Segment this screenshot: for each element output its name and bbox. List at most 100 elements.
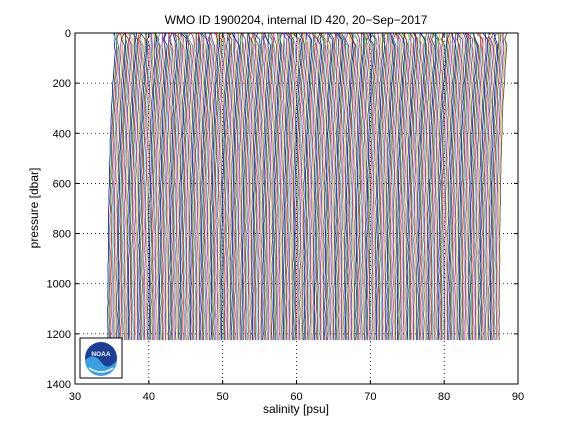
profile-line bbox=[300, 33, 310, 341]
profile-line bbox=[309, 33, 318, 341]
profile-line bbox=[489, 33, 499, 341]
y-tick-label: 0 bbox=[65, 28, 71, 40]
profile-line bbox=[371, 33, 381, 341]
profile-line bbox=[176, 33, 185, 341]
y-tick-label: 400 bbox=[53, 128, 71, 140]
profile-line bbox=[263, 33, 273, 341]
profile-line bbox=[446, 33, 457, 341]
profile-line bbox=[318, 33, 327, 341]
profile-line bbox=[372, 33, 383, 341]
profile-line bbox=[257, 33, 267, 341]
profile-line bbox=[384, 33, 395, 341]
profile-line bbox=[195, 33, 205, 341]
profile-line bbox=[336, 33, 345, 341]
profile-line bbox=[393, 33, 403, 341]
profile-line bbox=[108, 33, 118, 341]
profile-line bbox=[355, 33, 365, 341]
profile-line bbox=[470, 33, 480, 341]
profile-line bbox=[145, 33, 155, 341]
profile-line bbox=[346, 33, 356, 341]
profile-line bbox=[161, 33, 171, 341]
y-tick-label: 600 bbox=[53, 178, 71, 190]
profile-line bbox=[460, 33, 469, 341]
profile-line bbox=[266, 33, 276, 341]
profile-line bbox=[402, 33, 412, 341]
profile-line bbox=[182, 33, 192, 341]
profile-line bbox=[198, 33, 208, 341]
profile-line bbox=[433, 33, 443, 341]
profile-line bbox=[349, 33, 358, 341]
profile-line bbox=[352, 33, 362, 341]
profile-line bbox=[163, 33, 173, 341]
profile-line bbox=[343, 33, 353, 341]
profile-line bbox=[197, 33, 206, 341]
profile-line bbox=[158, 33, 168, 341]
profile-line bbox=[482, 33, 492, 341]
profile-line bbox=[437, 33, 448, 341]
profile-line bbox=[192, 33, 202, 341]
profile-line bbox=[308, 33, 317, 341]
profile-line bbox=[147, 33, 156, 341]
profile-line bbox=[386, 33, 395, 341]
profile-line bbox=[191, 33, 201, 341]
profile-line bbox=[414, 33, 424, 341]
profile-line bbox=[246, 33, 255, 341]
profile-line bbox=[160, 33, 170, 341]
profile-line bbox=[250, 33, 260, 341]
profile-line bbox=[216, 33, 226, 341]
profile-line bbox=[223, 33, 233, 341]
profile-line bbox=[316, 33, 326, 341]
profile-line bbox=[234, 33, 243, 341]
profile-line bbox=[483, 33, 493, 341]
profile-line bbox=[330, 33, 339, 341]
profile-line bbox=[148, 33, 158, 341]
profile-line bbox=[203, 33, 212, 341]
profile-line bbox=[167, 33, 177, 341]
profile-line bbox=[297, 33, 307, 341]
profile-line bbox=[262, 33, 272, 341]
profile-line bbox=[322, 33, 332, 341]
profile-line bbox=[287, 33, 297, 341]
y-axis: 0 200 400 600 800 1000 1200 1400 bbox=[47, 28, 518, 391]
profile-line bbox=[350, 33, 361, 341]
profile-line bbox=[370, 33, 379, 341]
profile-line bbox=[135, 33, 145, 341]
profile-lines bbox=[107, 33, 508, 341]
profile-line bbox=[281, 33, 292, 341]
profile-line bbox=[144, 33, 153, 341]
y-tick-label: 1000 bbox=[47, 279, 71, 291]
profile-line bbox=[157, 33, 166, 341]
profile-line bbox=[353, 33, 363, 341]
noaa-logo: NOAA bbox=[79, 337, 123, 379]
profile-line bbox=[463, 33, 472, 341]
y-axis-label: pressure [dbar] bbox=[27, 168, 41, 249]
profile-line bbox=[368, 33, 377, 341]
profile-line bbox=[152, 33, 162, 341]
profile-line bbox=[339, 33, 348, 341]
profile-line bbox=[347, 33, 357, 341]
profile-line bbox=[344, 33, 354, 341]
profile-line bbox=[259, 33, 269, 341]
profile-line bbox=[401, 33, 410, 341]
profile-line bbox=[271, 33, 280, 341]
profile-line bbox=[403, 33, 413, 341]
profile-line bbox=[421, 33, 431, 341]
profile-line bbox=[117, 33, 127, 341]
profile-line bbox=[209, 33, 219, 341]
profile-line bbox=[415, 33, 425, 341]
profile-line bbox=[240, 33, 249, 341]
profile-line bbox=[331, 33, 341, 341]
profile-line bbox=[254, 33, 264, 341]
profile-line bbox=[124, 33, 134, 341]
profile-line bbox=[493, 33, 504, 341]
profile-line bbox=[127, 33, 138, 341]
profile-line bbox=[467, 33, 477, 341]
profile-line bbox=[310, 33, 320, 341]
profile-line bbox=[498, 33, 508, 341]
profile-line bbox=[485, 33, 494, 341]
profile-line bbox=[426, 33, 435, 341]
profile-line bbox=[288, 33, 298, 341]
profile-line bbox=[359, 33, 369, 341]
profile-line bbox=[486, 33, 496, 341]
